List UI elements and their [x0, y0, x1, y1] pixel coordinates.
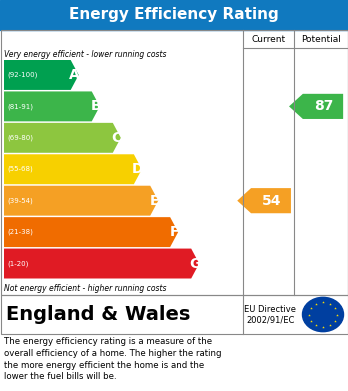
Text: C: C — [112, 131, 122, 145]
Text: (69-80): (69-80) — [7, 135, 33, 141]
Text: Current: Current — [252, 34, 286, 43]
Text: Energy Efficiency Rating: Energy Efficiency Rating — [69, 7, 279, 23]
Text: The energy efficiency rating is a measure of the
overall efficiency of a home. T: The energy efficiency rating is a measur… — [4, 337, 221, 381]
Text: Not energy efficient - higher running costs: Not energy efficient - higher running co… — [4, 284, 166, 293]
Text: (55-68): (55-68) — [7, 166, 33, 172]
Polygon shape — [4, 154, 142, 184]
Polygon shape — [4, 91, 100, 121]
Bar — [0, 295, 348, 334]
Text: (92-100): (92-100) — [7, 72, 37, 78]
Polygon shape — [4, 60, 79, 90]
Text: B: B — [90, 99, 101, 113]
Polygon shape — [289, 94, 343, 119]
Text: G: G — [190, 256, 201, 271]
Ellipse shape — [302, 297, 343, 332]
Text: (21-38): (21-38) — [7, 229, 33, 235]
Text: E: E — [150, 194, 159, 208]
Polygon shape — [4, 186, 158, 216]
Text: Potential: Potential — [301, 34, 341, 43]
Polygon shape — [237, 188, 291, 213]
Text: 54: 54 — [262, 194, 281, 208]
Bar — [0, 0, 348, 30]
Text: D: D — [132, 162, 144, 176]
Polygon shape — [4, 123, 121, 153]
Bar — [0, 30, 348, 295]
Text: (1-20): (1-20) — [7, 260, 29, 267]
Bar — [0, 30, 348, 295]
Polygon shape — [4, 249, 199, 278]
Text: (81-91): (81-91) — [7, 103, 33, 109]
Text: Very energy efficient - lower running costs: Very energy efficient - lower running co… — [4, 50, 166, 59]
Text: 87: 87 — [314, 99, 334, 113]
Text: F: F — [169, 225, 179, 239]
Text: A: A — [69, 68, 80, 82]
Polygon shape — [4, 217, 178, 247]
Text: EU Directive
2002/91/EC: EU Directive 2002/91/EC — [245, 305, 296, 324]
Text: (39-54): (39-54) — [7, 197, 33, 204]
Text: England & Wales: England & Wales — [6, 305, 190, 324]
